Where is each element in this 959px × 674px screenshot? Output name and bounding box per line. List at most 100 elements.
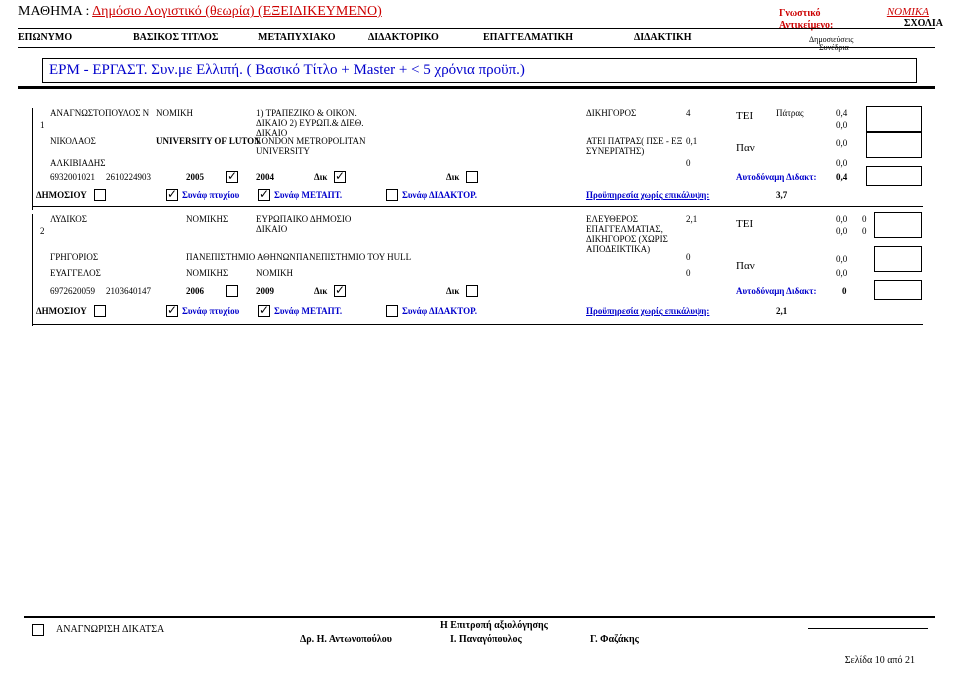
footer-bar xyxy=(24,616,935,618)
r2-sep xyxy=(32,324,923,325)
col-eponymo: ΕΠΩΝΥΜΟ xyxy=(18,32,72,43)
anagnorisi: ΑΝΑΓΝΩΡΙΣΗ ΔΙΚΑΤΣΑ xyxy=(56,624,164,635)
r2-tel2: 2103640147 xyxy=(106,286,151,296)
r2-box-2 xyxy=(874,246,922,272)
r2-tei-z2: 0 xyxy=(862,226,867,236)
r2-synaf2-cb[interactable] xyxy=(258,305,270,317)
r1-pan-v: 0,0 xyxy=(836,138,847,148)
col-didakt: ΔΙΔΑΚΤΟΡΙΚΟ xyxy=(368,32,439,43)
epitropi-title: Η Επιτροπή αξιολόγησης xyxy=(440,620,548,631)
synedria: Συνέδρια xyxy=(819,42,849,54)
r2-tei-z1: 0 xyxy=(862,214,867,224)
r1-zero3: 0 xyxy=(686,158,691,168)
r1-dik2: Δικ xyxy=(446,172,459,182)
r2-uni: ΠΑΝΕΠΙΣΤΗΜΙΟ ΑΘΗΝΩΝ xyxy=(186,252,296,262)
r1-y1-cb[interactable] xyxy=(226,171,238,183)
r2-idx: 2 xyxy=(40,226,45,236)
r2-basikos: ΝΟΜΙΚΗΣ xyxy=(186,214,228,224)
r1-tei-v1: 0,4 xyxy=(836,108,847,118)
dikatsa-cb[interactable] xyxy=(32,624,44,636)
r1-auto-v: 0,4 xyxy=(836,172,847,182)
r2-y2: 2009 xyxy=(256,286,274,296)
r1-tel1: 6932001021 xyxy=(50,172,95,182)
r1-epag-n: 4 xyxy=(686,108,691,118)
title-sep xyxy=(18,86,935,89)
r2-dim: ΔΗΜΟΣΙΟΥ xyxy=(36,306,87,316)
r1-y1: 2005 xyxy=(186,172,204,182)
record-1: 1 ΑΝΑΓΝΩΣΤΟΠΟΥΛΟΣ Ν ΝΟΜΙΚΗ 1) ΤΡΑΠΕΖΙΚΟ … xyxy=(36,108,923,210)
r1-dik1-cb[interactable] xyxy=(334,171,346,183)
r2-tei: ΤΕΙ xyxy=(736,218,753,230)
r2-auto-v: 0 xyxy=(842,286,847,296)
r1-tei-txt: Πάτρας xyxy=(776,108,804,118)
r1-synaf1-cb[interactable] xyxy=(166,189,178,201)
r1-box-1 xyxy=(866,106,922,132)
r2-tel1: 6972620059 xyxy=(50,286,95,296)
r1-v3: 0,0 xyxy=(836,158,847,168)
r1-synaf2: Συνάφ ΜΕΤΑΠΤ. xyxy=(274,190,342,200)
r2-epag-n: 2,1 xyxy=(686,214,697,224)
r2-dik1-cb[interactable] xyxy=(334,285,346,297)
nomika: ΝΟΜΙΚΑ xyxy=(887,6,929,18)
r1-dim-cb[interactable] xyxy=(94,189,106,201)
r2-epag: ΕΛΕΥΘΕΡΟΣ ΕΠΑΓΓΕΛΜΑΤΙΑΣ, ΔΙΚΗΓΟΡΟΣ (ΧΩΡΙ… xyxy=(586,214,686,254)
r1-meta: 1) ΤΡΑΠΕΖΙΚΟ & ΟΙΚΟΝ. ΔΙΚΑΙΟ 2) ΕΥΡΩΠ.& … xyxy=(256,108,366,138)
header: ΜΑΘΗΜΑ : Δημόσιο Λογιστικό (θεωρία) (ΕΞΕ… xyxy=(18,4,382,20)
committee-2: Ι. Παναγόπουλος xyxy=(450,634,522,645)
col-didaktiki: ΔΙΔΑΚΤΙΚΗ xyxy=(634,32,692,43)
r2-bas3: ΝΟΜΙΚΗΣ xyxy=(186,268,228,278)
r2-pan-v: 0,0 xyxy=(836,254,847,264)
r1-uni: UNIVERSITY OF LUTON xyxy=(156,136,261,146)
rec2-vline-l xyxy=(32,214,33,326)
hdr-line-top xyxy=(18,28,935,29)
r2-dik1: Δικ xyxy=(314,286,327,296)
record-2: 2 ΛΥΔΙΚΟΣ ΝΟΜΙΚΗΣ ΕΥΡΩΠΑΙΚΟ ΔΗΜΟΣΙΟ ΔΙΚΑ… xyxy=(36,214,923,326)
r2-box-1 xyxy=(874,212,922,238)
r2-synaf2: Συνάφ ΜΕΤΑΠΤ. xyxy=(274,306,342,316)
r2-synaf3-cb[interactable] xyxy=(386,305,398,317)
r1-dim: ΔΗΜΟΣΙΟΥ xyxy=(36,190,87,200)
r2-proyp: Προϋπηρεσία χωρίς επικάλυψη: xyxy=(586,306,709,316)
r2-y1-cb[interactable] xyxy=(226,285,238,297)
r1-pan: Παν xyxy=(736,142,755,154)
r1-meta2: LONDON METROPOLITAN UNIVERSITY xyxy=(256,136,366,156)
r1-proyp: Προϋπηρεσία χωρίς επικάλυψη: xyxy=(586,190,709,200)
r2-dik2-cb[interactable] xyxy=(466,285,478,297)
r1-sep xyxy=(32,206,923,207)
hdr-line-bot xyxy=(18,47,935,48)
r1-dik1: Δικ xyxy=(314,172,327,182)
r2-meta3: ΝΟΜΙΚΗ xyxy=(256,268,293,278)
r1-synaf3-cb[interactable] xyxy=(386,189,398,201)
r2-dim-cb[interactable] xyxy=(94,305,106,317)
r1-synaf3: Συνάφ ΔΙΔΑΚΤΟΡ. xyxy=(402,190,477,200)
r2-name2: ΓΡΗΓΟΡΙΟΣ xyxy=(50,252,98,262)
r1-auto: Αυτοδύναμη Διδακτ: xyxy=(736,172,816,182)
lesson-label: ΜΑΘΗΜΑ : xyxy=(18,4,89,19)
r2-meta2: ΠΑΝΕΠΙΣΤΗΜΙΟ ΤΟΥ HULL xyxy=(296,252,411,262)
r2-zero3: 0 xyxy=(686,268,691,278)
footer: ΑΝΑΓΝΩΡΙΣΗ ΔΙΚΑΤΣΑ Η Επιτροπή αξιολόγηση… xyxy=(0,616,959,674)
r2-synaf3: Συνάφ ΔΙΔΑΚΤΟΡ. xyxy=(402,306,477,316)
col-basikos: ΒΑΣΙΚΟΣ ΤΙΤΛΟΣ xyxy=(133,32,218,43)
group-title: ΕΡΜ - ΕΡΓΑΣΤ. Συν.με Ελλιπή. ( Βασικό Τί… xyxy=(42,58,917,83)
r2-name3: ΕΥΑΓΓΕΛΟΣ xyxy=(50,268,101,278)
r1-synaf2-cb[interactable] xyxy=(258,189,270,201)
r1-tel2: 2610224903 xyxy=(106,172,151,182)
r1-proyp-v: 3,7 xyxy=(776,190,787,200)
r1-box-3 xyxy=(866,166,922,186)
r1-idx: 1 xyxy=(40,120,45,130)
committee-1: Δρ. Η. Αντωνοπούλου xyxy=(300,634,392,645)
r2-surname: ΛΥΔΙΚΟΣ xyxy=(50,214,87,224)
r2-synaf1: Συνάφ πτυχίου xyxy=(182,306,239,316)
r1-epag2-n: 0,1 xyxy=(686,136,697,146)
r1-name3: ΑΛΚΙΒΙΑΔΗΣ xyxy=(50,158,106,168)
r2-box-3 xyxy=(874,280,922,300)
subject: Δημόσιο Λογιστικό (θεωρία) (ΕΞΕΙΔΙΚΕΥΜΕΝ… xyxy=(92,4,382,19)
r1-epag2: ΑΤΕΙ ΠΑΤΡΑΣ( ΠΣΕ - ΕΞ ΣΥΝΕΡΓΑΤΗΣ) xyxy=(586,136,686,156)
r1-dik2-cb[interactable] xyxy=(466,171,478,183)
r2-synaf1-cb[interactable] xyxy=(166,305,178,317)
r2-dik2: Δικ xyxy=(446,286,459,296)
r1-box-2 xyxy=(866,132,922,158)
r2-y1: 2006 xyxy=(186,286,204,296)
r1-tei: ΤΕΙ xyxy=(736,110,753,122)
